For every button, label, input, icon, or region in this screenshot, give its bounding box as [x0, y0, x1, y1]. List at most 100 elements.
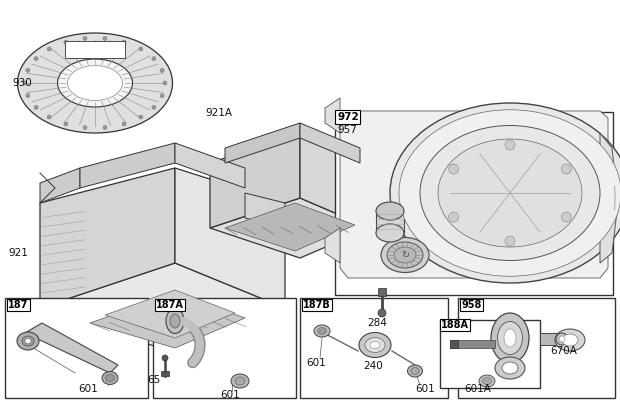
Ellipse shape — [438, 139, 582, 247]
Bar — [540, 333, 562, 345]
Ellipse shape — [314, 325, 330, 337]
Text: ↻: ↻ — [401, 250, 409, 260]
Circle shape — [561, 164, 571, 174]
Ellipse shape — [504, 329, 516, 347]
Circle shape — [449, 212, 459, 222]
Ellipse shape — [365, 337, 385, 353]
Circle shape — [26, 93, 30, 98]
Ellipse shape — [555, 329, 585, 351]
Bar — [440, 320, 540, 388]
Polygon shape — [40, 168, 175, 308]
Ellipse shape — [58, 59, 133, 107]
Text: 921A: 921A — [205, 108, 232, 118]
Circle shape — [103, 36, 107, 40]
Ellipse shape — [399, 110, 620, 276]
Text: 284: 284 — [367, 318, 387, 328]
Circle shape — [34, 105, 38, 109]
Bar — [300, 298, 448, 398]
Text: 957: 957 — [337, 125, 357, 135]
Circle shape — [378, 309, 386, 317]
Circle shape — [160, 69, 164, 72]
Ellipse shape — [495, 357, 525, 379]
Circle shape — [163, 81, 167, 85]
Ellipse shape — [317, 328, 327, 334]
Circle shape — [561, 212, 571, 222]
Text: 921: 921 — [8, 248, 28, 258]
Bar — [153, 298, 296, 398]
Polygon shape — [225, 203, 355, 251]
Polygon shape — [245, 193, 285, 228]
Circle shape — [23, 81, 27, 85]
Bar — [335, 112, 613, 295]
Bar — [5, 298, 148, 398]
Ellipse shape — [105, 374, 115, 382]
Polygon shape — [90, 293, 245, 348]
Ellipse shape — [235, 377, 245, 385]
Ellipse shape — [394, 247, 416, 263]
Ellipse shape — [231, 374, 249, 388]
Ellipse shape — [479, 375, 495, 387]
Text: 930: 930 — [12, 78, 32, 88]
Ellipse shape — [17, 332, 39, 350]
Ellipse shape — [25, 339, 31, 343]
Ellipse shape — [170, 314, 180, 328]
Circle shape — [47, 47, 51, 51]
Ellipse shape — [491, 313, 529, 363]
Ellipse shape — [420, 125, 600, 260]
Circle shape — [139, 47, 143, 51]
Bar — [378, 288, 386, 296]
Polygon shape — [340, 111, 608, 278]
Circle shape — [162, 355, 168, 361]
Polygon shape — [300, 123, 360, 163]
Polygon shape — [105, 290, 235, 338]
Ellipse shape — [370, 341, 380, 349]
Text: 958: 958 — [461, 300, 481, 310]
Circle shape — [122, 122, 126, 126]
Circle shape — [449, 164, 459, 174]
Bar — [161, 371, 169, 376]
Polygon shape — [40, 263, 285, 353]
Text: 65: 65 — [147, 375, 160, 385]
Ellipse shape — [68, 66, 123, 100]
Text: 601A: 601A — [464, 384, 491, 394]
Ellipse shape — [102, 372, 118, 384]
Text: 601: 601 — [415, 384, 435, 394]
Ellipse shape — [166, 309, 184, 334]
Circle shape — [83, 36, 87, 40]
Bar — [450, 340, 495, 348]
Ellipse shape — [482, 378, 492, 384]
Ellipse shape — [497, 322, 523, 355]
Ellipse shape — [381, 237, 429, 272]
Text: 670A: 670A — [550, 346, 577, 356]
Text: 601: 601 — [306, 358, 326, 368]
Text: 240: 240 — [363, 361, 383, 371]
Ellipse shape — [411, 368, 419, 374]
Polygon shape — [175, 168, 285, 308]
Text: 601: 601 — [220, 390, 240, 400]
Text: 187B: 187B — [303, 300, 330, 310]
Polygon shape — [175, 143, 245, 188]
Circle shape — [139, 115, 143, 119]
Circle shape — [103, 126, 107, 129]
Ellipse shape — [359, 332, 391, 357]
Ellipse shape — [387, 242, 423, 268]
Ellipse shape — [17, 33, 172, 133]
Polygon shape — [65, 41, 125, 58]
Ellipse shape — [376, 224, 404, 242]
Polygon shape — [325, 228, 340, 263]
Ellipse shape — [556, 333, 568, 345]
Polygon shape — [600, 133, 618, 263]
Circle shape — [83, 126, 87, 129]
Bar — [450, 340, 458, 348]
Polygon shape — [300, 133, 370, 228]
Ellipse shape — [376, 202, 404, 220]
Text: 972: 972 — [337, 112, 359, 122]
Bar — [458, 298, 615, 398]
Circle shape — [64, 122, 68, 126]
Circle shape — [64, 40, 68, 44]
Circle shape — [122, 40, 126, 44]
Text: 187A: 187A — [156, 300, 184, 310]
Bar — [376, 211, 404, 233]
Ellipse shape — [562, 334, 578, 346]
Ellipse shape — [502, 362, 518, 374]
